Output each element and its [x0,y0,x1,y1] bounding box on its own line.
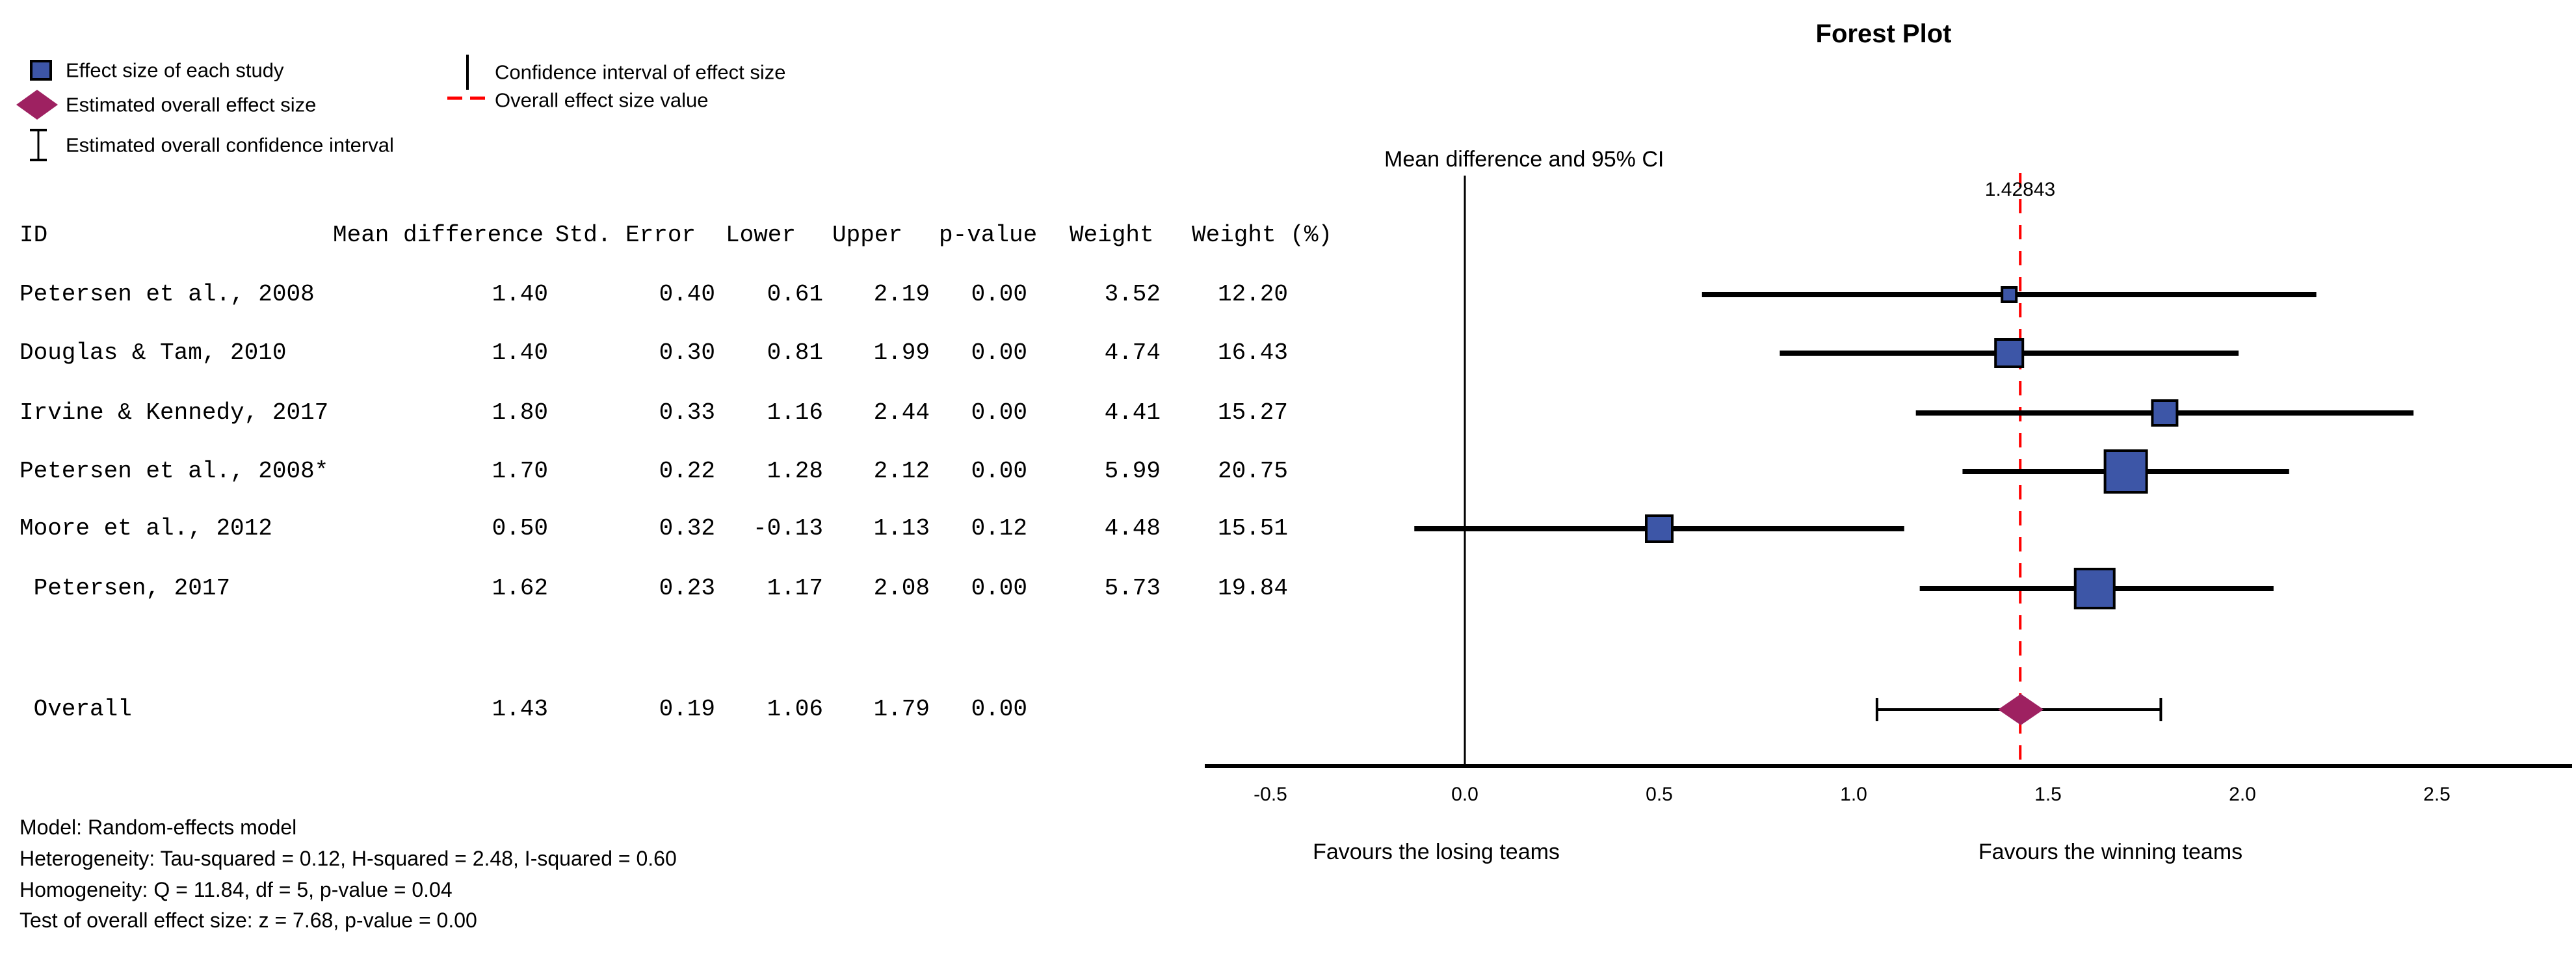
table-header-cell: Mean difference [333,222,544,248]
table-cell: 4.48 [1104,515,1161,542]
study-effect-square [2103,449,2148,494]
table-cell: 1.79 [873,696,930,723]
table-cell: 1.28 [767,458,823,485]
x-tick-label: 1.5 [2034,784,2062,805]
table-cell: 16.43 [1217,339,1288,366]
table-cell: 0.33 [659,399,715,426]
black-vertical-line-icon [466,55,469,90]
table-cell: 1.17 [767,575,823,602]
table-cell: 1.06 [767,696,823,723]
table-row-id: Irvine & Kennedy, 2017 [20,399,329,426]
table-cell: 15.27 [1217,399,1288,426]
table-cell: 4.74 [1104,339,1161,366]
table-cell: 0.00 [971,575,1027,602]
table-cell: 2.12 [873,458,930,485]
study-effect-square [2073,568,2116,609]
table-cell: 0.00 [971,458,1027,485]
table-cell: 12.20 [1217,281,1288,308]
table-cell: 20.75 [1217,458,1288,485]
blue-square-icon [30,60,52,81]
table-cell: 5.99 [1104,458,1161,485]
table-cell: 0.61 [767,281,823,308]
legend-item-effect-size: Effect size of each study [66,59,284,82]
table-row-id: Moore et al., 2012 [20,515,272,542]
table-cell: 0.40 [659,281,715,308]
table-cell: 0.00 [971,339,1027,366]
study-effect-square [2001,286,2018,303]
table-row-id: Petersen et al., 2008 [20,281,315,308]
table-cell: 2.44 [873,399,930,426]
study-effect-square [1645,514,1674,543]
table-cell: 1.99 [873,339,930,366]
x-tick-label: 2.0 [2229,784,2256,805]
table-cell: 1.70 [492,458,548,485]
table-cell: 4.41 [1104,399,1161,426]
table-header-cell: ID [20,222,48,248]
table-cell: 2.19 [873,281,930,308]
overall-test-note-line: Test of overall effect size: z = 7.68, p… [20,909,477,932]
x-tick-label: 2.5 [2423,784,2451,805]
table-header-cell: Std. Error [555,222,696,248]
table-cell: 0.00 [971,696,1027,723]
x-tick-label: 1.0 [1840,784,1867,805]
table-cell: 0.12 [971,515,1027,542]
table-cell: 3.52 [1104,281,1161,308]
table-cell: 1.13 [873,515,930,542]
overall-value-label: 1.42843 [1984,179,2056,200]
x-tick-label: -0.5 [1254,784,1287,805]
heterogeneity-note-line: Heterogeneity: Tau-squared = 0.12, H-squ… [20,847,677,870]
table-cell: 1.40 [492,339,548,366]
table-cell: 0.00 [971,399,1027,426]
table-cell: 15.51 [1217,515,1288,542]
table-cell: 19.84 [1217,575,1288,602]
page-title: Forest Plot [1815,20,1952,48]
legend-item-ci-of-effect: Confidence interval of effect size [495,60,786,84]
legend-item-overall-value: Overall effect size value [495,88,709,112]
table-row-id: Petersen, 2017 [20,575,231,602]
x-tick-label: 0.5 [1646,784,1673,805]
study-effect-square [2151,399,2179,427]
homogeneity-note-line: Homogeneity: Q = 11.84, df = 5, p-value … [20,878,453,901]
table-overall-row-id: Overall [20,696,132,723]
legend-item-overall-ci: Estimated overall confidence interval [66,133,394,157]
favours-losing-label: Favours the losing teams [1313,840,1560,864]
table-cell: 0.30 [659,339,715,366]
legend-item-overall-effect: Estimated overall effect size [66,93,317,116]
favours-winning-label: Favours the winning teams [1978,840,2243,864]
table-cell: 0.32 [659,515,715,542]
red-dashed-line-icon [447,96,486,100]
table-header-cell: Lower [726,222,796,248]
table-cell: 5.73 [1104,575,1161,602]
study-effect-square [1994,338,2025,368]
table-cell: 1.40 [492,281,548,308]
table-cell: -0.13 [752,515,823,542]
table-cell: 1.80 [492,399,548,426]
table-cell: 1.62 [492,575,548,602]
table-header-cell: p-value [939,222,1038,248]
table-cell: 0.23 [659,575,715,602]
table-cell: 1.43 [492,696,548,723]
axis-annotation-label: Mean difference and 95% CI [1384,147,1664,172]
table-cell: 1.16 [767,399,823,426]
table-cell: 0.50 [492,515,548,542]
overall-diamond [1998,694,2044,725]
table-row-id: Petersen et al., 2008* [20,458,329,485]
x-tick-label: 0.0 [1451,784,1479,805]
table-header-cell: Weight [1070,222,1154,248]
table-cell: 0.81 [767,339,823,366]
model-note-line: Model: Random-effects model [20,816,297,839]
table-row-id: Douglas & Tam, 2010 [20,339,287,366]
error-bar-icon [30,129,47,161]
table-cell: 0.00 [971,281,1027,308]
table-cell: 0.22 [659,458,715,485]
table-cell: 0.19 [659,696,715,723]
table-header-cell: Weight (%) [1192,222,1333,248]
table-header-cell: Upper [832,222,903,248]
table-cell: 2.08 [873,575,930,602]
